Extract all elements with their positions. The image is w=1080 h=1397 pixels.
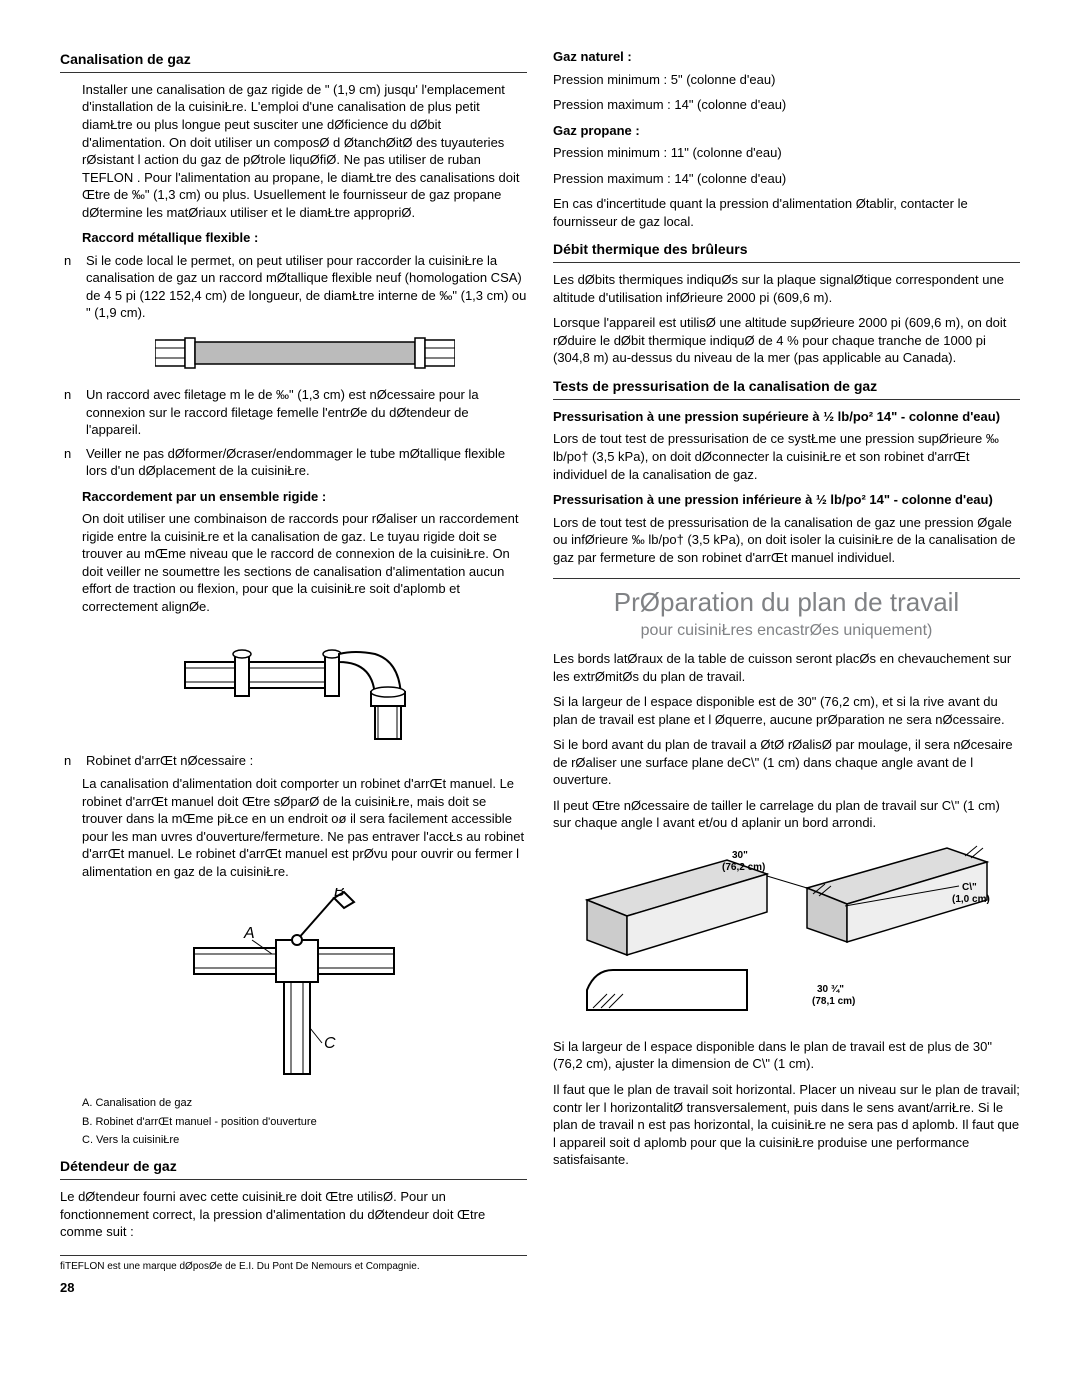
dim-3034: 30 ¾" [817,984,844,995]
para-robinet: La canalisation d'alimentation doit comp… [60,775,527,880]
shutoff-valve-svg: B A C [184,888,404,1088]
dim-C: C\" [962,882,977,893]
label-B: B [334,888,345,900]
countertop-svg: 30" (76,2 cm) C\" (1,0 cm) 30 ¾" (78,1 c… [567,840,1007,1030]
countertop-p4: Il peut Œtre nØcessaire de tailler le ca… [553,797,1020,832]
para-rigide: On doit utiliser une combinaison de racc… [60,510,527,615]
valve-captions: A. Canalisation de gaz B. Robinet d'arrŒ… [60,1096,527,1147]
figure-countertop: 30" (76,2 cm) C\" (1,0 cm) 30 ¾" (78,1 c… [553,840,1020,1030]
caption-B: B. Robinet d'arrŒt manuel - position d'o… [82,1115,527,1129]
label-C: C [324,1035,336,1052]
left-column: Canalisation de gaz Installer une canali… [60,40,527,1297]
dim-30: 30" [732,850,748,861]
flex-connector-svg [155,328,455,378]
heading-canalisation: Canalisation de gaz [60,50,527,73]
countertop-p3: Si le bord avant du plan de travail a Øt… [553,736,1020,789]
gp-min: Pression minimum : 11" (colonne d'eau) [553,144,1020,162]
page: Canalisation de gaz Installer une canali… [60,40,1020,1297]
dim-Ccm: (1,0 cm) [952,894,990,905]
bullet-text: Si le code local le permet, on peut util… [86,252,527,322]
countertop-p5: Si la largeur de l espace disponible dan… [553,1038,1020,1073]
para-canalisation-intro: Installer une canalisation de gaz rigide… [60,81,527,221]
big-title: PrØparation du plan de travail [553,578,1020,620]
bullet-text: Un raccord avec filetage m le de ‰" (1,3… [86,386,527,439]
right-column: Gaz naturel : Pression minimum : 5" (col… [553,40,1020,1297]
page-number: 28 [60,1279,527,1297]
bullet-1: n Si le code local le permet, on peut ut… [60,252,527,322]
heading-detendeur: Détendeur de gaz [60,1157,527,1180]
press-sup-p: Lors de tout test de pressurisation de c… [553,430,1020,483]
bullet-marker: n [64,386,76,439]
figure-rigid-elbow [60,624,527,744]
label-A: A [243,925,255,942]
caption-C: C. Vers la cuisiniŁre [82,1133,527,1147]
gn-max: Pression maximum : 14" (colonne d'eau) [553,96,1020,114]
figure-shutoff-valve: B A C [60,888,527,1088]
dim-30cm: (76,2 cm) [722,862,765,873]
gp-note: En cas d'incertitude quant la pression d… [553,195,1020,230]
countertop-p1: Les bords latØraux de la table de cuisso… [553,650,1020,685]
bullet-text: Veiller ne pas dØformer/Øcraser/endommag… [86,445,527,480]
heading-debit: Débit thermique des brûleurs [553,240,1020,263]
bullet-text: Robinet d'arrŒt nØcessaire : [86,752,253,770]
countertop-p6: Il faut que le plan de travail soit hori… [553,1081,1020,1169]
big-subtitle: pour cuisiniŁres encastrØes uniquement) [553,620,1020,642]
rigid-elbow-svg [175,624,435,744]
subhead-gaz-naturel: Gaz naturel : [553,48,1020,66]
footnote-teflon: fiTEFLON est une marque dØposØe de E.I. … [60,1255,527,1274]
countertop-p2: Si la largeur de l espace disponible est… [553,693,1020,728]
bullet-3: n Veiller ne pas dØformer/Øcraser/endomm… [60,445,527,480]
debit-p2: Lorsque l'appareil est utilisØ une altit… [553,314,1020,367]
bullet-marker: n [64,752,76,770]
bullet-2: n Un raccord avec filetage m le de ‰" (1… [60,386,527,439]
subhead-press-inf: Pressurisation à une pression inférieure… [553,491,1020,509]
subhead-raccord-flex: Raccord métallique flexible : [60,229,527,247]
subhead-press-sup: Pressurisation à une pression supérieure… [553,408,1020,426]
heading-tests: Tests de pressurisation de la canalisati… [553,377,1020,400]
figure-flex-connector [60,328,527,378]
gn-min: Pression minimum : 5" (colonne d'eau) [553,71,1020,89]
subhead-raccord-rigide: Raccordement par un ensemble rigide : [60,488,527,506]
gp-max: Pression maximum : 14" (colonne d'eau) [553,170,1020,188]
debit-p1: Les dØbits thermiques indiquØs sur la pl… [553,271,1020,306]
bullet-marker: n [64,445,76,480]
caption-A: A. Canalisation de gaz [82,1096,527,1110]
bullet-4: n Robinet d'arrŒt nØcessaire : [60,752,527,770]
subhead-gaz-propane: Gaz propane : [553,122,1020,140]
press-inf-p: Lors de tout test de pressurisation de l… [553,514,1020,567]
para-detendeur: Le dØtendeur fourni avec cette cuisiniŁr… [60,1188,527,1241]
dim-3034cm: (78,1 cm) [812,996,855,1007]
bullet-marker: n [64,252,76,322]
